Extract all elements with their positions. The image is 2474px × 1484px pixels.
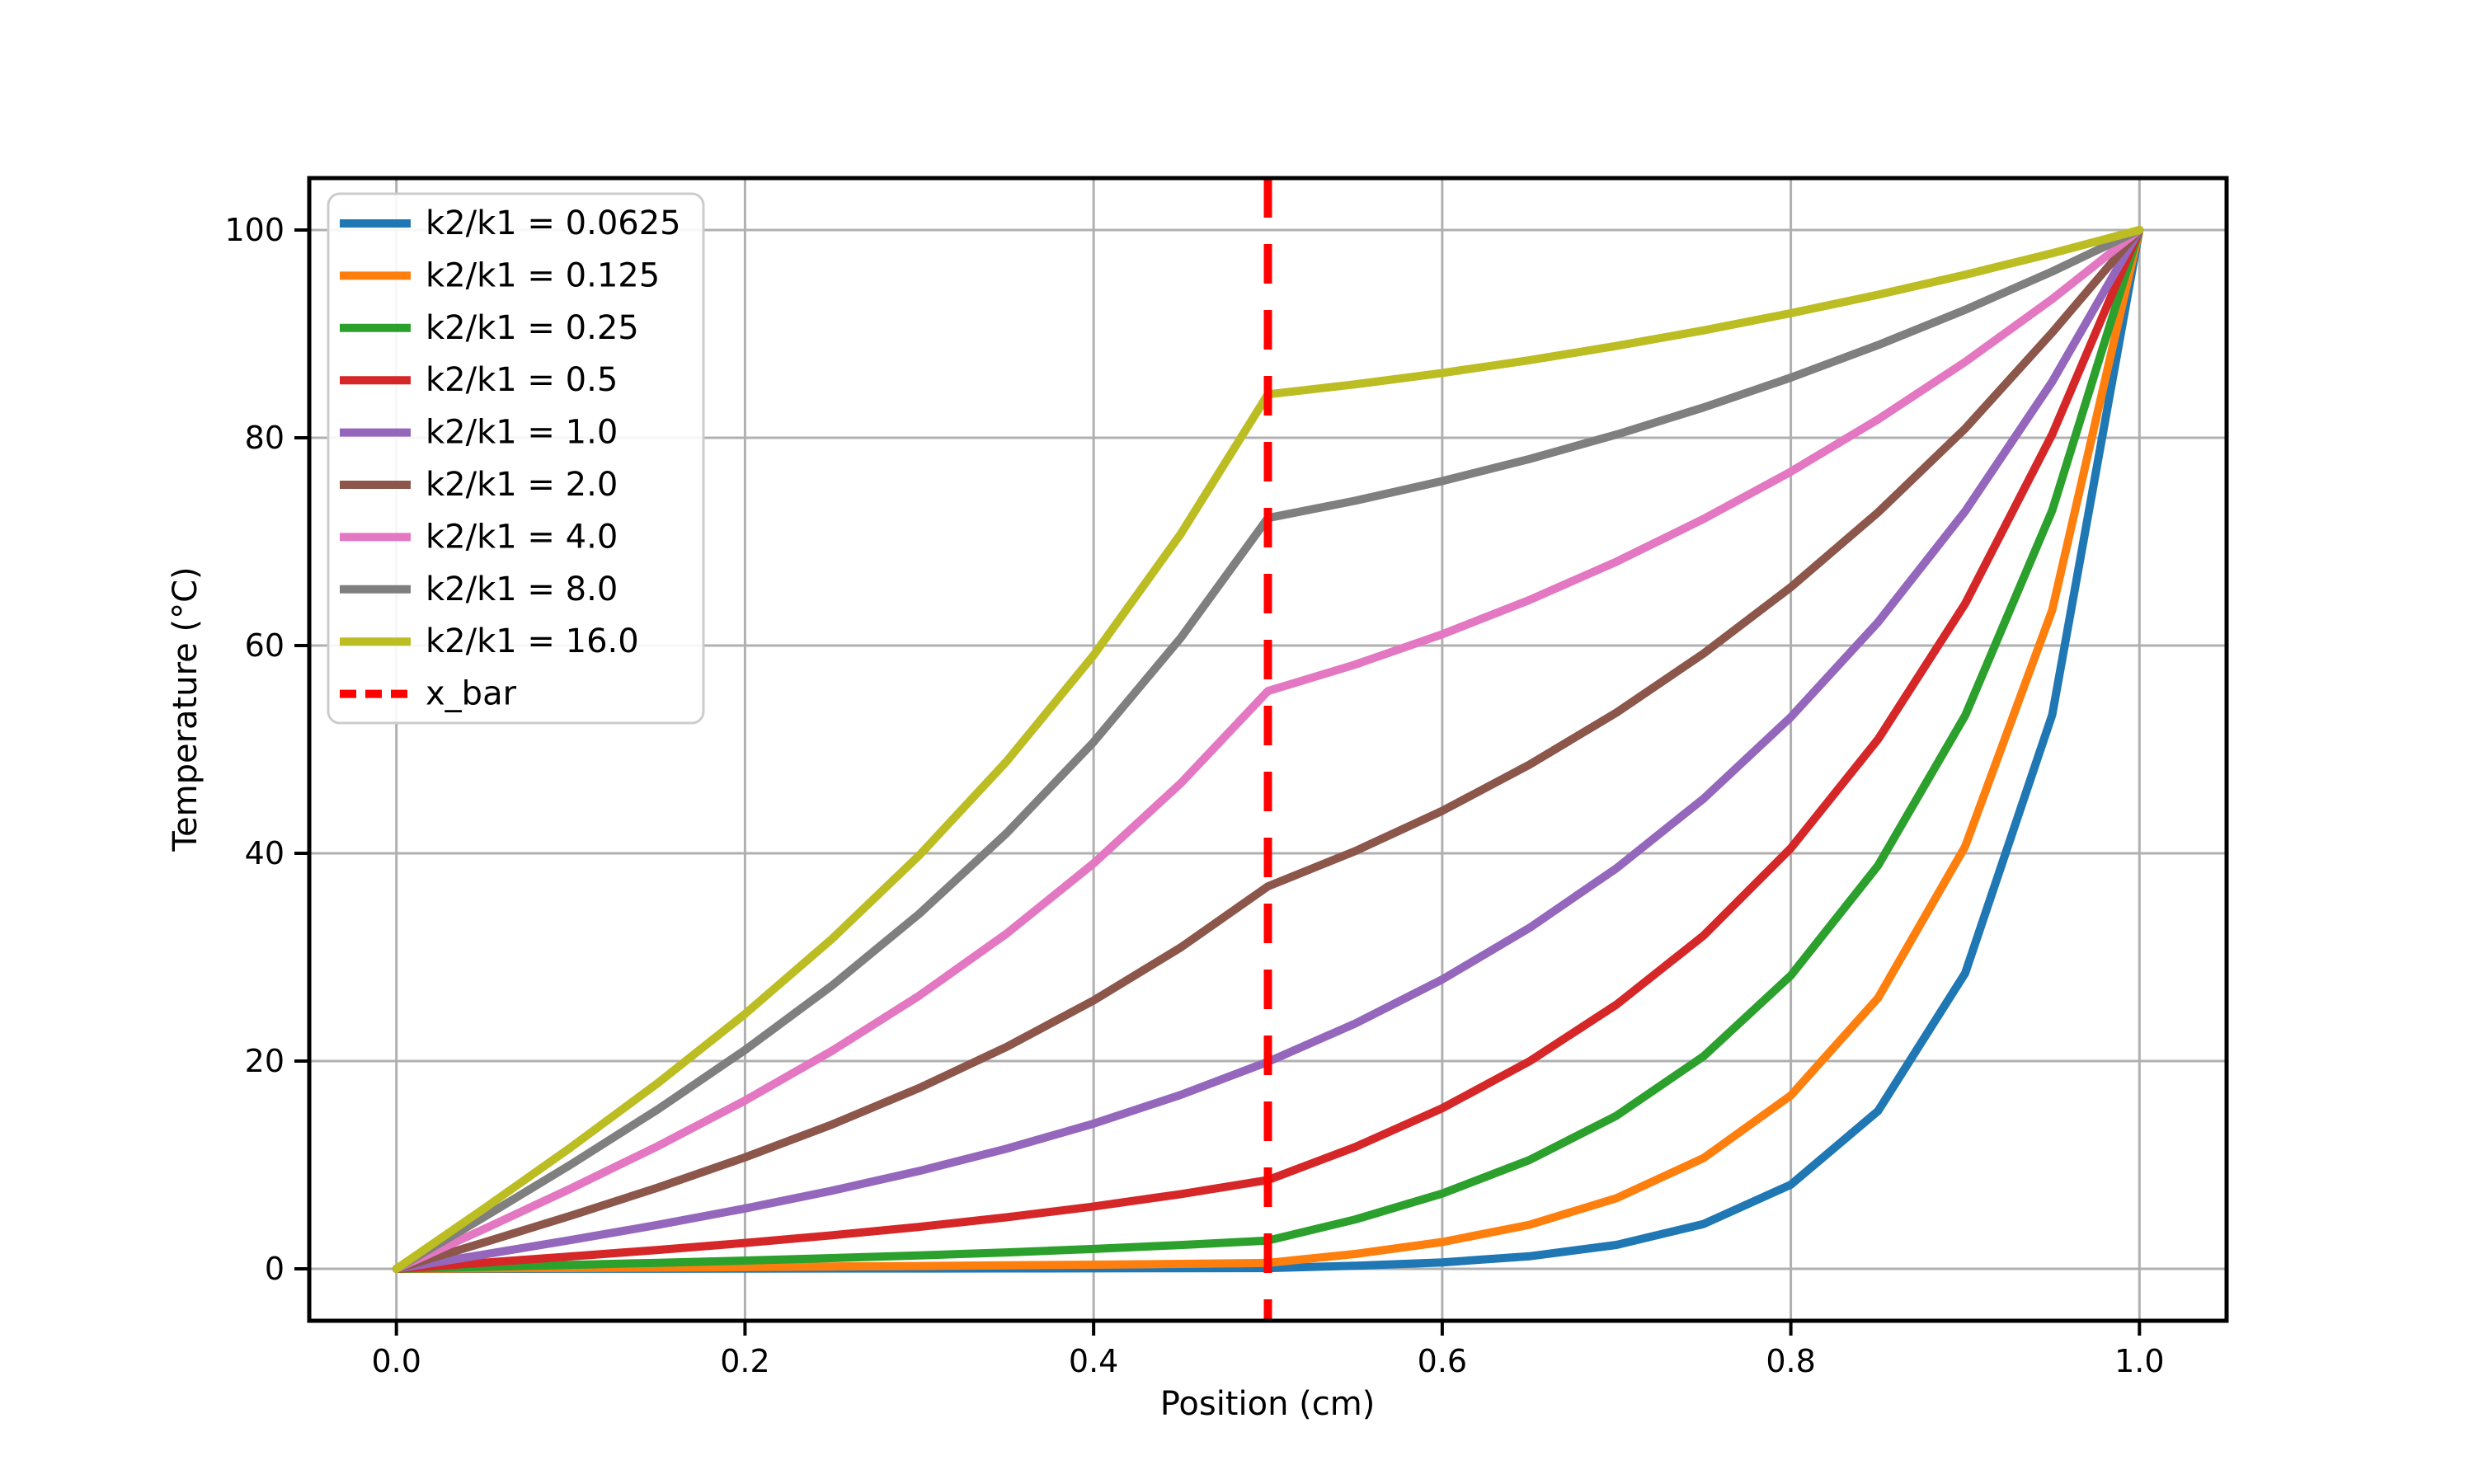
legend-label: k2/k1 = 0.125 — [426, 256, 660, 294]
axes-spines — [307, 176, 2229, 1323]
y-tick-label: 80 — [245, 420, 285, 456]
legend-item: k2/k1 = 0.125 — [340, 256, 660, 294]
series-line-6 — [392, 226, 2144, 1273]
y-axis-label: Temperature (°C) — [167, 566, 205, 852]
x-tick-label: 1.0 — [2114, 1343, 2164, 1379]
legend-item: k2/k1 = 2.0 — [340, 466, 618, 504]
legend-item: x_bar — [340, 675, 517, 713]
legend-label: k2/k1 = 4.0 — [426, 518, 618, 556]
legend-label: k2/k1 = 1.0 — [426, 414, 618, 452]
y-tick-label: 100 — [224, 212, 285, 248]
y-tick-label: 20 — [245, 1043, 285, 1079]
x-tick-label: 0.8 — [1766, 1343, 1815, 1379]
y-tick-label: 60 — [245, 627, 285, 664]
legend-box — [327, 192, 705, 725]
legend-item: k2/k1 = 4.0 — [340, 518, 618, 556]
legend-item: k2/k1 = 16.0 — [340, 622, 639, 660]
y-tick-label: 40 — [245, 835, 285, 871]
legend-label: k2/k1 = 0.5 — [426, 361, 618, 399]
x-tick-label: 0.6 — [1418, 1343, 1467, 1379]
axes-border — [307, 176, 2229, 1323]
x-tick-label: 0.0 — [371, 1343, 421, 1379]
legend-item: k2/k1 = 0.25 — [340, 309, 639, 347]
x-tick-label: 0.4 — [1069, 1343, 1118, 1379]
x-axis-label: Position (cm) — [1160, 1385, 1376, 1423]
legend-label: k2/k1 = 0.0625 — [426, 204, 681, 242]
legend-label: k2/k1 = 0.25 — [426, 309, 639, 347]
legend-label: k2/k1 = 8.0 — [426, 571, 618, 608]
y-tick-label: 0 — [265, 1251, 285, 1287]
legend-label: k2/k1 = 16.0 — [426, 622, 639, 660]
x-tick-label: 0.2 — [720, 1343, 769, 1379]
legend-item: k2/k1 = 0.0625 — [340, 204, 681, 242]
axis-ticks: 0.0 0.2 0.4 0.6 0.8 1.0 0 20 40 60 80 100 — [224, 212, 2164, 1379]
legend-item: k2/k1 = 0.5 — [340, 361, 618, 399]
series-line-5 — [392, 226, 2144, 1273]
legend-item: k2/k1 = 8.0 — [340, 571, 618, 608]
legend-label: x_bar — [426, 675, 517, 713]
legend-label: k2/k1 = 2.0 — [426, 466, 618, 504]
legend-item: k2/k1 = 1.0 — [340, 414, 618, 452]
legend: k2/k1 = 0.0625 k2/k1 = 0.125 k2/k1 = 0.25 k… — [327, 192, 705, 725]
